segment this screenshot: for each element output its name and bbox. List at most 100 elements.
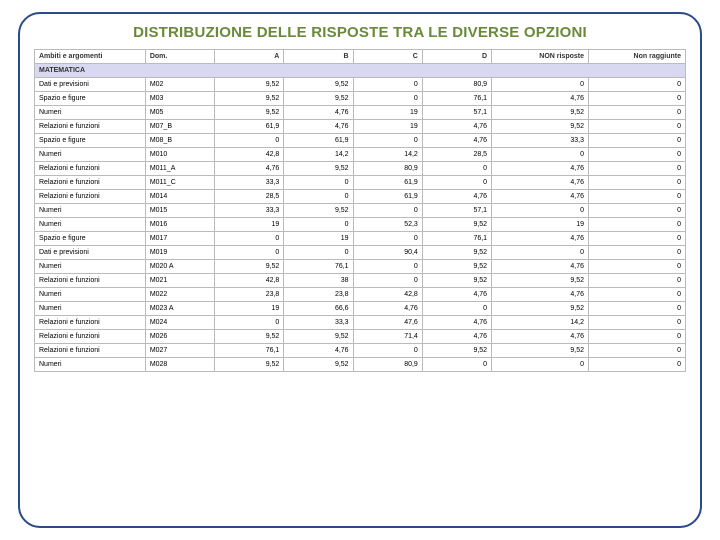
cell-value: 80,9 — [422, 78, 491, 92]
cell-value: 0 — [589, 92, 686, 106]
cell-value: 9,52 — [215, 330, 284, 344]
cell-value: 0 — [589, 316, 686, 330]
cell-value: 19 — [492, 218, 589, 232]
cell-value: 0 — [422, 302, 491, 316]
cell-value: 9,52 — [284, 92, 353, 106]
col-non-risposte: NON risposte — [492, 50, 589, 64]
table-row: NumeriM0289,529,5280,9000 — [35, 358, 686, 372]
cell-value: 0 — [589, 190, 686, 204]
page-title: DISTRIBUZIONE DELLE RISPOSTE TRA LE DIVE… — [34, 24, 686, 41]
cell-dom: M011_A — [145, 162, 214, 176]
cell-dom: M014 — [145, 190, 214, 204]
col-dom: Dom. — [145, 50, 214, 64]
cell-value: 57,1 — [422, 204, 491, 218]
cell-value: 0 — [353, 204, 422, 218]
cell-ambiti: Numeri — [35, 260, 146, 274]
cell-ambiti: Dati e previsioni — [35, 246, 146, 260]
cell-value: 19 — [215, 302, 284, 316]
cell-value: 61,9 — [215, 120, 284, 134]
cell-value: 0 — [422, 176, 491, 190]
cell-dom: M027 — [145, 344, 214, 358]
cell-value: 33,3 — [284, 316, 353, 330]
cell-value: 61,9 — [284, 134, 353, 148]
cell-value: 9,52 — [422, 344, 491, 358]
cell-value: 0 — [589, 246, 686, 260]
cell-value: 28,5 — [215, 190, 284, 204]
cell-value: 0 — [353, 78, 422, 92]
table-row: Relazioni e funzioniM024033,347,64,7614,… — [35, 316, 686, 330]
cell-value: 66,6 — [284, 302, 353, 316]
cell-value: 14,2 — [492, 316, 589, 330]
cell-value: 0 — [589, 260, 686, 274]
cell-value: 80,9 — [353, 162, 422, 176]
cell-value: 9,52 — [492, 344, 589, 358]
cell-value: 0 — [589, 106, 686, 120]
cell-value: 33,3 — [215, 204, 284, 218]
cell-value: 0 — [589, 330, 686, 344]
cell-value: 0 — [353, 92, 422, 106]
cell-value: 0 — [589, 358, 686, 372]
table-row: NumeriM02223,823,842,84,764,760 — [35, 288, 686, 302]
cell-dom: M026 — [145, 330, 214, 344]
cell-value: 23,8 — [215, 288, 284, 302]
cell-value: 90,4 — [353, 246, 422, 260]
cell-value: 33,3 — [215, 176, 284, 190]
cell-value: 28,5 — [422, 148, 491, 162]
cell-value: 9,52 — [215, 260, 284, 274]
cell-ambiti: Numeri — [35, 204, 146, 218]
cell-ambiti: Relazioni e funzioni — [35, 176, 146, 190]
col-d: D — [422, 50, 491, 64]
cell-value: 0 — [589, 218, 686, 232]
cell-value: 9,52 — [284, 204, 353, 218]
cell-value: 9,52 — [215, 92, 284, 106]
cell-ambiti: Relazioni e funzioni — [35, 190, 146, 204]
section-row: MATEMATICA — [35, 64, 686, 78]
cell-value: 4,76 — [422, 288, 491, 302]
table-header-row: Ambiti e argomenti Dom. A B C D NON risp… — [35, 50, 686, 64]
table-row: Spazio e figureM039,529,52076,14,760 — [35, 92, 686, 106]
cell-value: 4,76 — [492, 260, 589, 274]
cell-value: 9,52 — [284, 330, 353, 344]
cell-dom: M019 — [145, 246, 214, 260]
cell-value: 4,76 — [492, 232, 589, 246]
table-row: Relazioni e funzioniM0269,529,5271,44,76… — [35, 330, 686, 344]
cell-ambiti: Relazioni e funzioni — [35, 120, 146, 134]
cell-ambiti: Numeri — [35, 148, 146, 162]
cell-value: 0 — [215, 232, 284, 246]
cell-dom: M024 — [145, 316, 214, 330]
cell-value: 14,2 — [284, 148, 353, 162]
cell-value: 4,76 — [284, 120, 353, 134]
cell-value: 0 — [284, 190, 353, 204]
cell-value: 4,76 — [492, 190, 589, 204]
cell-ambiti: Relazioni e funzioni — [35, 162, 146, 176]
cell-value: 9,52 — [422, 218, 491, 232]
cell-dom: M015 — [145, 204, 214, 218]
cell-value: 61,9 — [353, 176, 422, 190]
section-label: MATEMATICA — [35, 64, 686, 78]
cell-value: 4,76 — [492, 288, 589, 302]
cell-value: 9,52 — [422, 274, 491, 288]
cell-value: 0 — [589, 288, 686, 302]
col-non-raggiunte: Non raggiunte — [589, 50, 686, 64]
cell-value: 4,76 — [422, 316, 491, 330]
table-row: Relazioni e funzioniM01428,5061,94,764,7… — [35, 190, 686, 204]
cell-value: 9,52 — [492, 106, 589, 120]
cell-value: 0 — [353, 260, 422, 274]
cell-dom: M022 — [145, 288, 214, 302]
cell-value: 9,52 — [215, 106, 284, 120]
table-row: Relazioni e funzioniM02142,83809,529,520 — [35, 274, 686, 288]
cell-ambiti: Spazio e figure — [35, 134, 146, 148]
cell-value: 0 — [589, 134, 686, 148]
cell-ambiti: Relazioni e funzioni — [35, 330, 146, 344]
cell-value: 57,1 — [422, 106, 491, 120]
cell-value: 76,1 — [422, 232, 491, 246]
cell-dom: M05 — [145, 106, 214, 120]
report-frame: DISTRIBUZIONE DELLE RISPOSTE TRA LE DIVE… — [18, 12, 702, 528]
cell-value: 9,52 — [215, 78, 284, 92]
cell-value: 0 — [353, 344, 422, 358]
cell-ambiti: Spazio e figure — [35, 232, 146, 246]
cell-value: 0 — [353, 134, 422, 148]
cell-value: 4,76 — [284, 106, 353, 120]
cell-value: 0 — [422, 162, 491, 176]
cell-ambiti: Relazioni e funzioni — [35, 274, 146, 288]
